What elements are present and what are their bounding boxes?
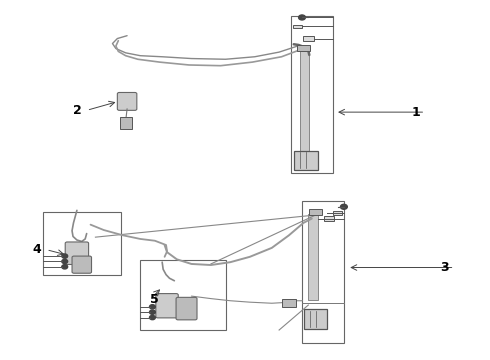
Bar — [333, 211, 342, 215]
Bar — [140, 260, 225, 330]
Bar — [308, 214, 318, 300]
Text: 3: 3 — [441, 261, 449, 274]
FancyBboxPatch shape — [176, 297, 197, 320]
Bar — [293, 24, 302, 28]
FancyBboxPatch shape — [65, 242, 89, 265]
Circle shape — [62, 265, 68, 269]
Circle shape — [341, 204, 347, 209]
Bar — [43, 212, 121, 275]
Bar — [282, 299, 296, 307]
Bar — [309, 209, 322, 215]
Circle shape — [149, 315, 155, 320]
FancyBboxPatch shape — [117, 93, 137, 111]
Bar — [304, 310, 327, 329]
Text: 4: 4 — [32, 243, 41, 256]
Text: 5: 5 — [150, 293, 159, 306]
Bar — [303, 36, 314, 41]
FancyBboxPatch shape — [156, 294, 178, 318]
Text: 2: 2 — [73, 104, 81, 117]
Circle shape — [298, 15, 305, 20]
Circle shape — [62, 254, 68, 258]
Bar — [299, 51, 309, 167]
Circle shape — [62, 259, 68, 264]
FancyBboxPatch shape — [72, 256, 92, 273]
Bar — [120, 117, 132, 129]
Text: 1: 1 — [411, 105, 420, 119]
Bar — [294, 150, 318, 170]
Bar — [324, 216, 334, 221]
Circle shape — [149, 310, 155, 314]
Bar — [302, 202, 344, 342]
Circle shape — [149, 305, 155, 309]
Bar — [291, 16, 333, 173]
Bar — [297, 45, 310, 50]
